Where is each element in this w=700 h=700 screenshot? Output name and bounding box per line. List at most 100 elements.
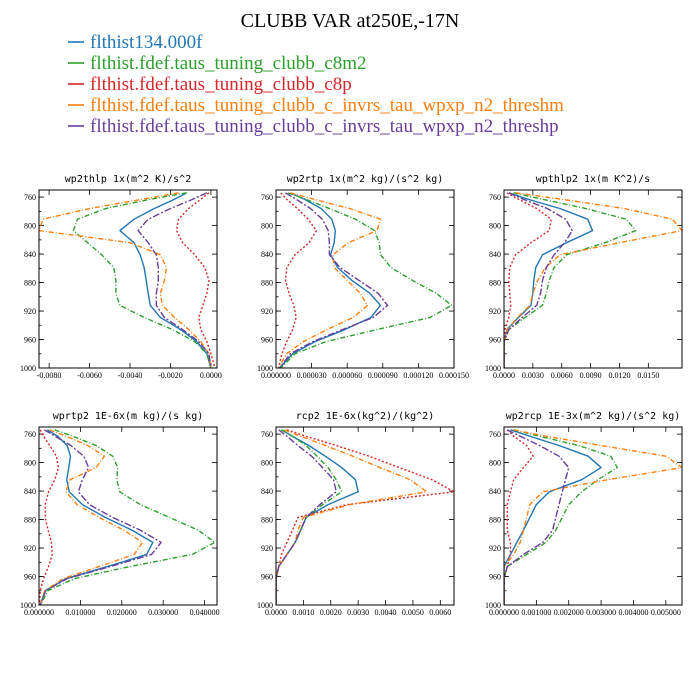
y-tick-label: 880 xyxy=(489,516,501,525)
x-tick-label: 0.0050 xyxy=(402,608,424,617)
y-tick-label: 1000 xyxy=(257,364,273,373)
y-tick-label: 920 xyxy=(489,544,501,553)
y-tick-label: 760 xyxy=(261,193,273,202)
y-tick-label: 840 xyxy=(24,250,36,259)
y-tick-label: 920 xyxy=(24,307,36,316)
x-tick-label: 0.0030 xyxy=(347,608,369,617)
series-line xyxy=(504,429,570,605)
y-tick-label: 1000 xyxy=(485,364,501,373)
x-tick-label: 0.0060 xyxy=(429,608,451,617)
y-tick-label: 800 xyxy=(489,459,501,468)
x-tick-label: 0.004000 xyxy=(618,608,648,617)
x-tick-label: 0.000120 xyxy=(403,371,433,380)
y-tick-label: 840 xyxy=(489,250,501,259)
series-group xyxy=(39,429,216,605)
series-group xyxy=(504,429,682,605)
panels: wp2thlp 1x(m^2 K)/s^2 760 800 840 880 920 960 1… xyxy=(20,174,683,617)
y-tick-label: 800 xyxy=(24,222,36,231)
x-tick-label: 0.020000 xyxy=(107,608,137,617)
y-tick-label: 760 xyxy=(489,193,501,202)
x-tick-label: 0.000000 xyxy=(489,608,519,617)
x-tick-label: 0.000030 xyxy=(297,371,327,380)
y-tick-label: 760 xyxy=(489,430,501,439)
figure-title: CLUBB VAR at250E,-17N xyxy=(241,10,460,32)
series-line xyxy=(40,429,216,605)
x-tick-label: 0.010000 xyxy=(65,608,95,617)
y-tick-label: 880 xyxy=(261,279,273,288)
series-line xyxy=(72,192,212,368)
series-line xyxy=(504,192,682,368)
series-line xyxy=(504,192,637,368)
panel-title: wp2rtp 1x(m^2 kg)/(s^2 kg) xyxy=(287,174,444,185)
y-tick-label: 840 xyxy=(489,487,501,496)
y-tick-label: 960 xyxy=(489,573,501,582)
legend-entry: flthist.fdef.taus_tuning_clubb_c8m2 xyxy=(90,53,367,74)
series-group xyxy=(39,192,216,368)
x-tick-label: 0.0000 xyxy=(265,608,287,617)
y-tick-label: 800 xyxy=(261,222,273,231)
y-tick-label: 1000 xyxy=(257,601,273,610)
x-tick-label: 0.001000 xyxy=(521,608,551,617)
x-tick-label: 0.0020 xyxy=(320,608,342,617)
y-tick-label: 880 xyxy=(24,279,36,288)
y-tick-label: 840 xyxy=(261,487,273,496)
x-tick-label: 0.0000 xyxy=(200,371,222,380)
series-line xyxy=(276,429,337,605)
y-tick-label: 760 xyxy=(24,430,36,439)
series-group xyxy=(277,192,453,368)
x-tick-label: 0.005000 xyxy=(651,608,681,617)
x-tick-label: 0.030000 xyxy=(148,608,178,617)
series-group xyxy=(276,429,454,605)
series-group xyxy=(504,192,682,368)
x-tick-label: 0.003000 xyxy=(586,608,616,617)
series-line xyxy=(119,192,212,368)
plot-frame xyxy=(38,426,218,606)
series-line xyxy=(504,429,534,605)
panel-title: wp2thlp 1x(m^2 K)/s^2 xyxy=(65,174,191,185)
panel-4: wprtp2 1E-6x(m kg)/(s kg) 760 800 840 880 920… xyxy=(20,411,220,617)
legend-entry: flthist.fdef.taus_tuning_clubb_c8p xyxy=(90,74,352,95)
x-tick-label: -0.0020 xyxy=(158,371,183,380)
y-tick-label: 1000 xyxy=(20,601,36,610)
series-line xyxy=(278,192,389,368)
x-tick-label: 0.0090 xyxy=(580,371,602,380)
y-tick-label: 840 xyxy=(24,487,36,496)
x-tick-label: 0.0120 xyxy=(608,371,630,380)
y-tick-label: 920 xyxy=(24,544,36,553)
y-tick-label: 880 xyxy=(24,516,36,525)
series-line xyxy=(175,192,216,368)
x-tick-label: 0.002000 xyxy=(554,608,584,617)
y-tick-label: 920 xyxy=(489,307,501,316)
series-line xyxy=(39,429,154,605)
series-line xyxy=(39,429,144,605)
y-tick-label: 960 xyxy=(489,336,501,345)
y-tick-label: 760 xyxy=(261,430,273,439)
x-tick-label: 0.0040 xyxy=(375,608,397,617)
x-tick-label: 0.0030 xyxy=(522,371,544,380)
series-line xyxy=(504,429,618,605)
series-line xyxy=(279,192,382,368)
legend-entry: flthist.fdef.taus_tuning_clubb_c_invrs_t… xyxy=(90,116,559,137)
x-tick-label: 0.040000 xyxy=(190,608,220,617)
x-tick-label: -0.0060 xyxy=(77,371,102,380)
y-tick-label: 960 xyxy=(24,336,36,345)
plot-frame xyxy=(275,426,455,606)
plot-frame xyxy=(38,189,218,369)
panel-5: rcp2 1E-6x(kg^2)/(kg^2) 760 800 840 880 920 96… xyxy=(257,411,455,617)
plot-frame xyxy=(503,426,683,606)
series-line xyxy=(39,429,60,605)
legend-entry: flthist.fdef.taus_tuning_clubb_c_invrs_t… xyxy=(90,95,564,116)
y-tick-label: 760 xyxy=(24,193,36,202)
x-tick-label: 0.000090 xyxy=(368,371,398,380)
panel-title: wprtp2 1E-6x(m kg)/(s kg) xyxy=(53,411,204,422)
panel-title: rcp2 1E-6x(kg^2)/(kg^2) xyxy=(296,411,434,422)
x-tick-label: 0.000000 xyxy=(24,608,54,617)
y-tick-label: 840 xyxy=(261,250,273,259)
x-tick-label: 0.0010 xyxy=(292,608,314,617)
x-tick-label: 0.0000 xyxy=(493,371,515,380)
x-tick-label: 0.000150 xyxy=(439,371,469,380)
legend-entry: flthist134.000f xyxy=(90,32,203,53)
panel-2: wp2rtp 1x(m^2 kg)/(s^2 kg) 760 800 840 880 92… xyxy=(257,174,469,380)
series-line xyxy=(39,192,212,368)
